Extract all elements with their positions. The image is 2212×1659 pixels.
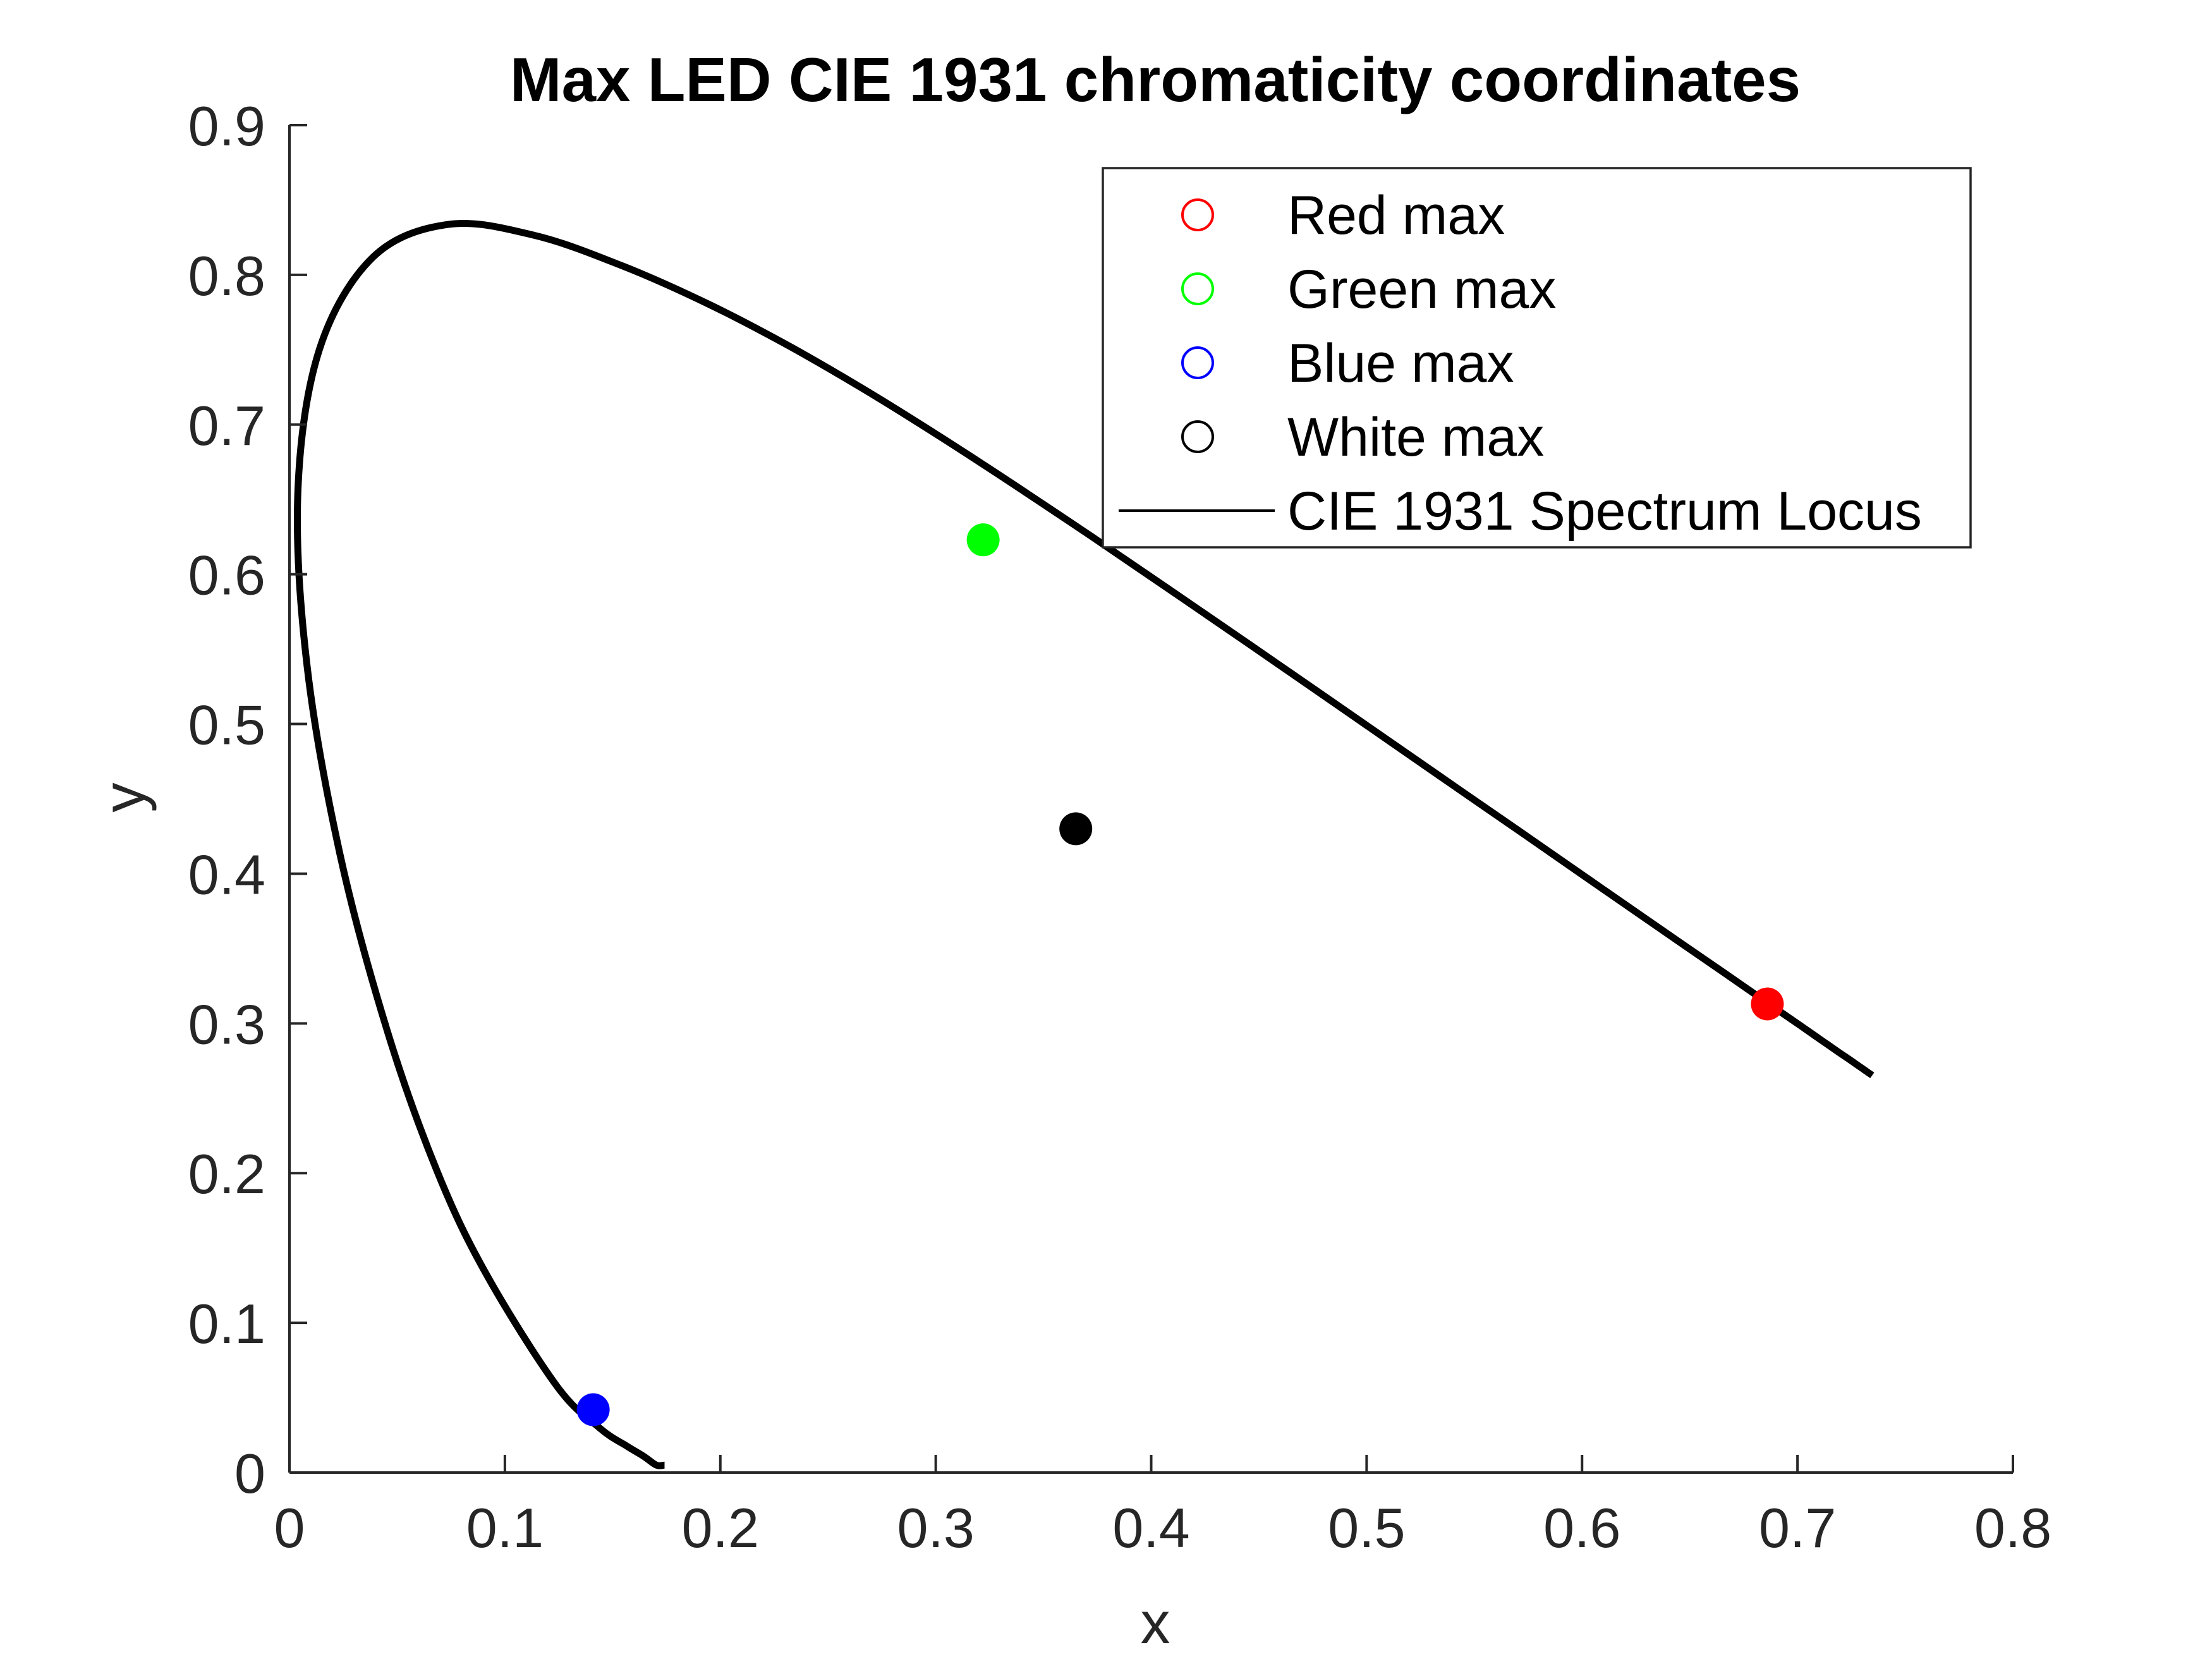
legend-entry-label: White max bbox=[1287, 407, 1544, 468]
point-red-max bbox=[1751, 987, 1784, 1021]
x-tick-label: 0.7 bbox=[1759, 1497, 1836, 1559]
legend-entry-label: Red max bbox=[1287, 185, 1505, 246]
y-tick-label: 0.2 bbox=[188, 1143, 265, 1205]
chart-title: Max LED CIE 1931 chromaticity coordinate… bbox=[510, 45, 1801, 114]
y-tick-label: 0.6 bbox=[188, 544, 265, 607]
y-tick-label: 0.1 bbox=[188, 1292, 265, 1355]
y-axis-label: y bbox=[90, 783, 157, 813]
point-green-max bbox=[966, 523, 1000, 557]
legend-box bbox=[1102, 167, 1972, 549]
legend-entry-label: Blue max bbox=[1287, 333, 1514, 394]
y-tick-label: 0.4 bbox=[188, 843, 265, 906]
x-tick-label: 0.6 bbox=[1543, 1497, 1620, 1559]
spectrum-locus-line bbox=[294, 219, 1875, 1469]
legend-entry-label: Green max bbox=[1287, 259, 1556, 320]
legend-marker bbox=[1181, 198, 1214, 231]
y-tick-label: 0.9 bbox=[188, 95, 265, 157]
point-white-max bbox=[1059, 812, 1093, 846]
point-blue-max bbox=[576, 1393, 610, 1426]
x-axis: 0 0.1 0.2 0.3 0.4 0.5 0.6 0.7 0.8 bbox=[274, 1455, 2051, 1559]
x-tick-label: 0.1 bbox=[466, 1497, 544, 1559]
legend-marker bbox=[1181, 420, 1214, 453]
x-tick-label: 0.4 bbox=[1112, 1497, 1189, 1559]
y-tick-label: 0.8 bbox=[188, 245, 265, 307]
legend: Red max Green max Blue max White max CIE 193… bbox=[1102, 167, 1972, 549]
y-tick-label: 0.7 bbox=[188, 394, 265, 457]
y-axis: 0 0.1 0.2 0.3 0.4 0.5 0.6 0.7 0.8 0.9 bbox=[188, 95, 307, 1505]
x-tick-label: 0.8 bbox=[1974, 1497, 2051, 1559]
x-axis-label: x bbox=[1141, 1589, 1170, 1656]
x-tick-label: 0.5 bbox=[1328, 1497, 1405, 1559]
x-tick-label: 0.3 bbox=[897, 1497, 974, 1559]
y-tick-label: 0 bbox=[234, 1442, 265, 1505]
y-tick-label: 0.3 bbox=[188, 993, 265, 1055]
x-tick-label: 0.2 bbox=[682, 1497, 759, 1559]
legend-entry-label: CIE 1931 Spectrum Locus bbox=[1287, 481, 1922, 542]
legend-marker bbox=[1181, 346, 1214, 379]
x-tick-label: 0 bbox=[274, 1497, 305, 1559]
legend-marker bbox=[1181, 272, 1214, 305]
plot-area bbox=[294, 219, 1875, 1469]
y-tick-label: 0.5 bbox=[188, 694, 265, 757]
